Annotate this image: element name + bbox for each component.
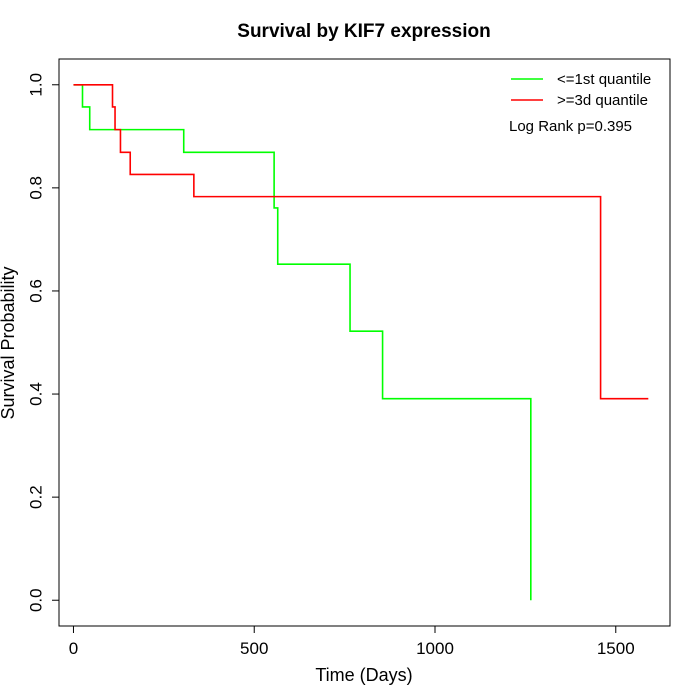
legend-label: <=1st quantile	[557, 71, 651, 88]
y-axis: 0.0 0.2 0.4 0.6 0.8 1.0	[26, 73, 60, 612]
x-tick-label: 1000	[416, 639, 454, 658]
y-tick-label: 0.4	[26, 382, 45, 406]
x-axis: 0 500 1000 1500	[69, 625, 635, 658]
y-tick-label: 1.0	[26, 73, 45, 97]
x-tick-label: 0	[69, 639, 78, 658]
series-line-0	[73, 83, 532, 601]
x-tick-label: 500	[240, 639, 268, 658]
x-axis-label: Time (Days)	[315, 665, 412, 685]
series-layer	[73, 83, 649, 601]
y-axis-label: Survival Probability	[0, 266, 18, 419]
y-tick-label: 0.0	[26, 588, 45, 612]
y-tick-label: 0.6	[26, 279, 45, 303]
series-line-1	[73, 83, 649, 400]
y-tick-label: 0.2	[26, 485, 45, 509]
y-tick-label: 0.8	[26, 176, 45, 200]
x-tick-label: 1500	[597, 639, 635, 658]
legend-label: >=3d quantile	[557, 92, 648, 109]
chart-title: Survival by KIF7 expression	[237, 21, 490, 42]
log-rank-annotation: Log Rank p=0.395	[509, 118, 632, 135]
legend: <=1st quantile >=3d quantile	[511, 71, 651, 109]
plot-frame	[58, 58, 671, 627]
